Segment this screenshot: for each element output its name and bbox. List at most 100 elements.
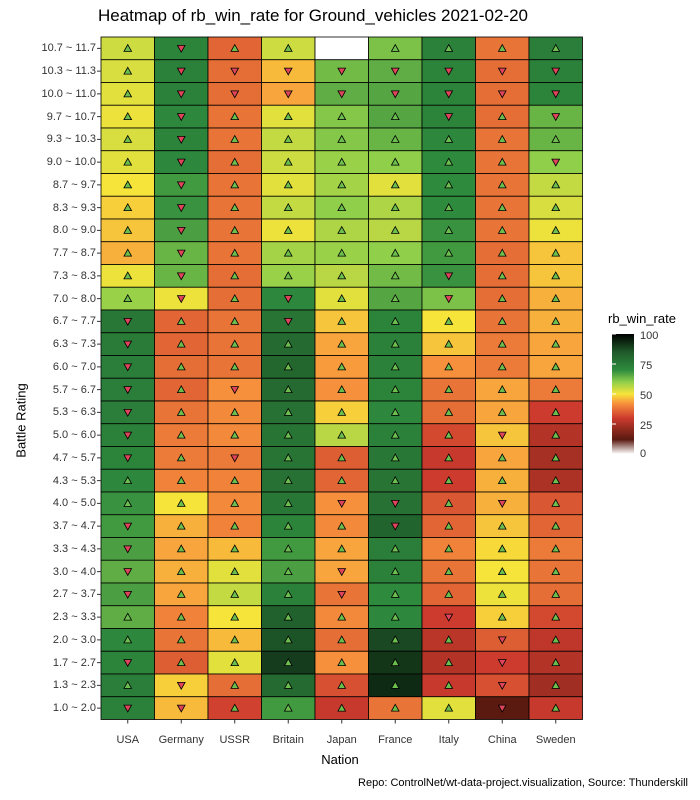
triangle-up-marker	[551, 203, 561, 212]
triangle-up-marker	[337, 339, 347, 348]
triangle-up-marker	[337, 203, 347, 212]
triangle-up-marker	[497, 316, 507, 325]
triangle-up-marker	[337, 180, 347, 189]
triangle-up-marker	[176, 544, 186, 553]
triangle-up-marker	[497, 453, 507, 462]
triangle-up-marker	[444, 635, 454, 644]
triangle-up-marker	[230, 134, 240, 143]
triangle-up-marker	[497, 225, 507, 234]
triangle-up-marker	[444, 589, 454, 598]
triangle-up-marker	[444, 203, 454, 212]
triangle-up-marker	[390, 225, 400, 234]
triangle-down-marker	[123, 386, 133, 395]
triangle-up-marker	[176, 498, 186, 507]
triangle-down-marker	[123, 568, 133, 577]
triangle-up-marker	[390, 112, 400, 121]
triangle-up-marker	[176, 385, 186, 394]
triangle-up-marker	[123, 66, 133, 75]
triangle-up-marker	[551, 635, 561, 644]
triangle-up-marker	[337, 453, 347, 462]
y-tick-label: 6.7 ~ 7.7	[52, 315, 96, 328]
triangle-down-marker	[551, 90, 561, 99]
x-axis-ticks	[127, 719, 557, 724]
y-axis-ticks	[97, 47, 101, 709]
triangle-up-marker	[230, 339, 240, 348]
triangle-up-marker	[230, 498, 240, 507]
triangle-up-marker	[444, 407, 454, 416]
triangle-up-marker	[283, 385, 293, 394]
x-tick-label: Italy	[438, 734, 459, 746]
triangle-up-marker	[497, 112, 507, 121]
triangle-up-marker	[444, 316, 454, 325]
triangle-up-marker	[230, 612, 240, 621]
triangle-down-marker	[497, 431, 507, 440]
y-tick-label: 9.7 ~ 10.7	[46, 110, 96, 123]
triangle-up-marker	[444, 658, 454, 667]
triangle-up-marker	[123, 112, 133, 121]
triangle-up-marker	[497, 385, 507, 394]
triangle-up-marker	[337, 703, 347, 712]
triangle-up-marker	[337, 316, 347, 325]
triangle-up-marker	[123, 203, 133, 212]
triangle-down-marker	[123, 704, 133, 713]
x-tick-label: Germany	[158, 734, 204, 746]
triangle-up-marker	[551, 498, 561, 507]
triangle-down-marker	[230, 67, 240, 76]
triangle-down-marker	[390, 499, 400, 508]
triangle-up-marker	[551, 567, 561, 576]
y-tick-label: 4.7 ~ 5.7	[52, 451, 96, 464]
triangle-down-marker	[176, 295, 186, 304]
triangle-down-marker	[176, 135, 186, 144]
triangle-up-marker	[551, 476, 561, 485]
triangle-up-marker	[390, 157, 400, 166]
triangle-down-marker	[444, 113, 454, 122]
y-tick-label: 4.3 ~ 5.3	[52, 474, 96, 487]
triangle-down-marker	[444, 67, 454, 76]
triangle-up-marker	[123, 635, 133, 644]
triangle-up-marker	[230, 316, 240, 325]
triangle-down-marker	[497, 704, 507, 713]
triangle-up-marker	[283, 680, 293, 689]
triangle-up-marker	[497, 294, 507, 303]
triangle-up-marker	[390, 271, 400, 280]
triangle-up-marker	[123, 134, 133, 143]
triangle-up-marker	[497, 339, 507, 348]
triangle-up-marker	[390, 248, 400, 257]
x-tick-label: USA	[116, 734, 140, 746]
triangle-down-marker	[176, 158, 186, 167]
triangle-up-marker	[230, 43, 240, 52]
triangle-down-marker	[390, 67, 400, 76]
triangle-up-marker	[176, 339, 186, 348]
triangle-up-marker	[283, 180, 293, 189]
triangle-up-marker	[337, 476, 347, 485]
triangle-down-marker	[551, 67, 561, 76]
triangle-up-marker	[230, 180, 240, 189]
triangle-up-marker	[551, 385, 561, 394]
triangle-up-marker	[497, 521, 507, 530]
triangle-up-marker	[230, 225, 240, 234]
triangle-up-marker	[551, 407, 561, 416]
triangle-up-marker	[176, 476, 186, 485]
y-tick-label: 5.3 ~ 6.3	[52, 406, 96, 419]
triangle-up-marker	[497, 589, 507, 598]
y-tick-label: 3.3 ~ 4.3	[52, 542, 96, 555]
y-tick-label: 10.3 ~ 11.3	[41, 65, 96, 78]
triangle-up-marker	[283, 407, 293, 416]
triangle-up-marker	[283, 498, 293, 507]
triangle-up-marker	[497, 612, 507, 621]
legend-title: rb_win_rate	[608, 311, 676, 326]
triangle-down-marker	[497, 67, 507, 76]
triangle-up-marker	[337, 385, 347, 394]
triangle-up-marker	[123, 225, 133, 234]
triangle-up-marker	[176, 316, 186, 325]
triangle-up-marker	[551, 134, 561, 143]
triangle-up-marker	[551, 316, 561, 325]
triangle-up-marker	[337, 112, 347, 121]
legend-label-75: 75	[640, 360, 653, 372]
triangle-up-marker	[497, 407, 507, 416]
y-tick-label: 9.3 ~ 10.3	[46, 133, 96, 146]
triangle-up-marker	[283, 362, 293, 371]
triangle-up-marker	[551, 703, 561, 712]
triangle-up-marker	[497, 43, 507, 52]
